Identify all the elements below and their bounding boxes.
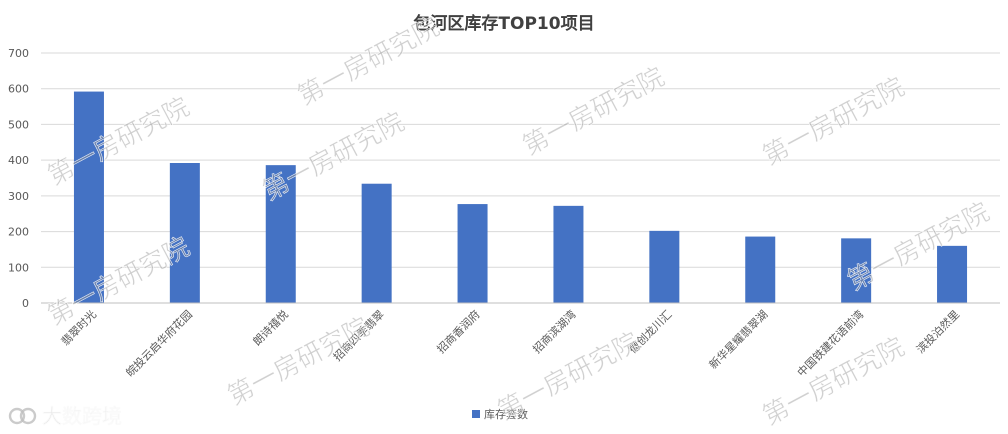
- x-tick-label: 招商四季翡翠: [330, 307, 387, 364]
- x-tick-label: 朗诗禧悦: [250, 307, 291, 348]
- brand-logo-icon: [8, 406, 38, 425]
- legend-swatch: [472, 410, 480, 418]
- brand-text: 大数跨境: [42, 404, 123, 429]
- x-tick-label: 滨投泊然里: [913, 307, 962, 356]
- x-tick-label: 新华星耀翡翠湖: [706, 307, 770, 371]
- bar: [649, 230, 680, 303]
- legend-label: 库存套数: [484, 407, 528, 421]
- y-tick-label: 0: [22, 297, 29, 310]
- bars: [73, 91, 968, 303]
- bar: [553, 205, 584, 303]
- x-axis-labels: 翡翠时光 皖投云启华府花园 朗诗禧悦 招商四季翡翠 招商香润府 招商滨湖湾 徽创龙川汇 新华星…: [58, 307, 962, 379]
- chart-title: 包河区库存TOP10项目: [413, 13, 594, 34]
- x-tick-label: 徽创龙川汇: [626, 307, 675, 356]
- x-tick-label: 翡翠时光: [58, 307, 99, 348]
- x-tick-label: 中国铁建花语前湾: [794, 307, 866, 379]
- y-axis-ticks: 0 100 200 300 400 500 600 700: [8, 47, 29, 310]
- bar: [265, 165, 296, 303]
- y-tick-label: 300: [8, 190, 29, 203]
- x-tick-label: 招商香润府: [434, 307, 483, 356]
- bar: [361, 183, 392, 303]
- y-tick-label: 200: [8, 226, 29, 239]
- bar: [745, 236, 776, 303]
- y-tick-label: 700: [8, 47, 29, 60]
- bar: [169, 163, 200, 303]
- y-tick-label: 400: [8, 154, 29, 167]
- y-tick-label: 600: [8, 83, 29, 96]
- y-tick-label: 500: [8, 118, 29, 131]
- x-tick-label: 招商滨湖湾: [530, 307, 579, 356]
- brand-watermark: 大数跨境: [8, 400, 122, 429]
- x-tick-label: 皖投云启华府花园: [123, 307, 195, 379]
- bar: [457, 204, 488, 303]
- bar: [841, 238, 872, 303]
- gridlines: [41, 52, 1000, 268]
- legend: 库存套数: [472, 407, 528, 421]
- y-tick-label: 100: [8, 261, 29, 274]
- bar: [73, 91, 104, 303]
- bar: [937, 245, 968, 303]
